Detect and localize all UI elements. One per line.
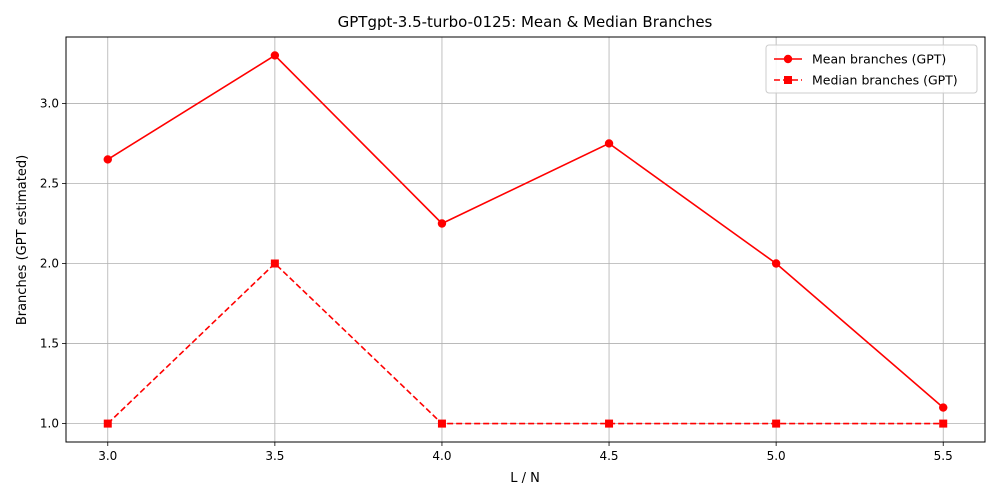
series-layer <box>103 51 948 428</box>
median-data-point <box>939 419 948 428</box>
median-data-point <box>103 419 112 428</box>
mean-data-point <box>604 139 614 148</box>
y-tick-label: 2.0 <box>40 257 59 271</box>
y-tick-label: 3.0 <box>40 96 59 110</box>
legend-mean-marker <box>783 54 793 64</box>
mean-data-point <box>437 219 447 228</box>
median-data-point <box>270 259 279 268</box>
grid-lines <box>66 37 985 442</box>
legend-median-marker <box>784 76 792 84</box>
mean-series-line <box>107 54 944 409</box>
y-tick-label: 1.5 <box>40 337 59 351</box>
x-axis-label: L / N <box>510 471 540 486</box>
y-axis-label: Branches (GPT estimated) <box>15 155 30 325</box>
mean-data-point <box>939 403 948 412</box>
legend-median-label: Median branches (GPT) <box>812 73 958 88</box>
plot-frame <box>65 36 986 443</box>
legend: Mean branches (GPT) Median branches (GPT) <box>765 44 978 94</box>
axis-ticks: 3.0 3.5 4.0 4.5 5.0 5.5 1.0 1.5 2.0 2.5 3.0 <box>40 96 953 463</box>
x-tick-label: 3.0 <box>98 449 117 463</box>
x-tick-label: 3.5 <box>265 449 284 463</box>
x-tick-label: 5.5 <box>934 449 953 463</box>
chart-title: GPTgpt-3.5-turbo-0125: Mean & Median Bra… <box>338 13 713 31</box>
y-tick-label: 1.0 <box>40 417 59 431</box>
mean-data-point <box>103 155 112 164</box>
median-series-line <box>107 262 944 425</box>
legend-box <box>765 44 978 94</box>
median-data-point <box>437 419 446 428</box>
mean-data-point <box>270 51 280 60</box>
mean-data-point <box>771 259 781 268</box>
median-data-point <box>605 419 614 428</box>
legend-mean-label: Mean branches (GPT) <box>812 52 946 67</box>
median-data-point <box>772 419 781 428</box>
y-tick-label: 2.5 <box>40 176 59 190</box>
x-tick-label: 5.0 <box>767 449 786 463</box>
x-tick-label: 4.0 <box>432 449 451 463</box>
x-tick-label: 4.5 <box>599 449 618 463</box>
